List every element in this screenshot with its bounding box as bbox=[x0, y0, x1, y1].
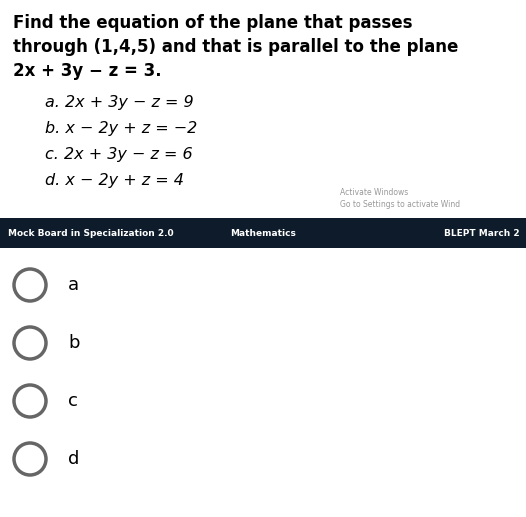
Text: d: d bbox=[68, 450, 79, 468]
Text: a. 2x + 3y − z = 9: a. 2x + 3y − z = 9 bbox=[45, 95, 194, 110]
Text: c. 2x + 3y − z = 6: c. 2x + 3y − z = 6 bbox=[45, 147, 193, 162]
Text: BLEPT March 2: BLEPT March 2 bbox=[444, 229, 520, 237]
Text: d. x − 2y + z = 4: d. x − 2y + z = 4 bbox=[45, 173, 184, 188]
Text: Mathematics: Mathematics bbox=[230, 229, 296, 237]
Text: through (1,4,5) and that is parallel to the plane: through (1,4,5) and that is parallel to … bbox=[13, 38, 458, 56]
Text: c: c bbox=[68, 392, 78, 410]
Bar bbox=[0, 218, 526, 248]
Text: Go to Settings to activate Wind: Go to Settings to activate Wind bbox=[340, 200, 460, 209]
Text: a: a bbox=[68, 276, 79, 294]
Text: Activate Windows: Activate Windows bbox=[340, 188, 408, 197]
Text: Mock Board in Specialization 2.0: Mock Board in Specialization 2.0 bbox=[8, 229, 174, 237]
Text: b. x − 2y + z = −2: b. x − 2y + z = −2 bbox=[45, 121, 197, 136]
Text: Find the equation of the plane that passes: Find the equation of the plane that pass… bbox=[13, 14, 412, 32]
Text: b: b bbox=[68, 334, 79, 352]
Text: 2x + 3y − z = 3.: 2x + 3y − z = 3. bbox=[13, 62, 161, 80]
